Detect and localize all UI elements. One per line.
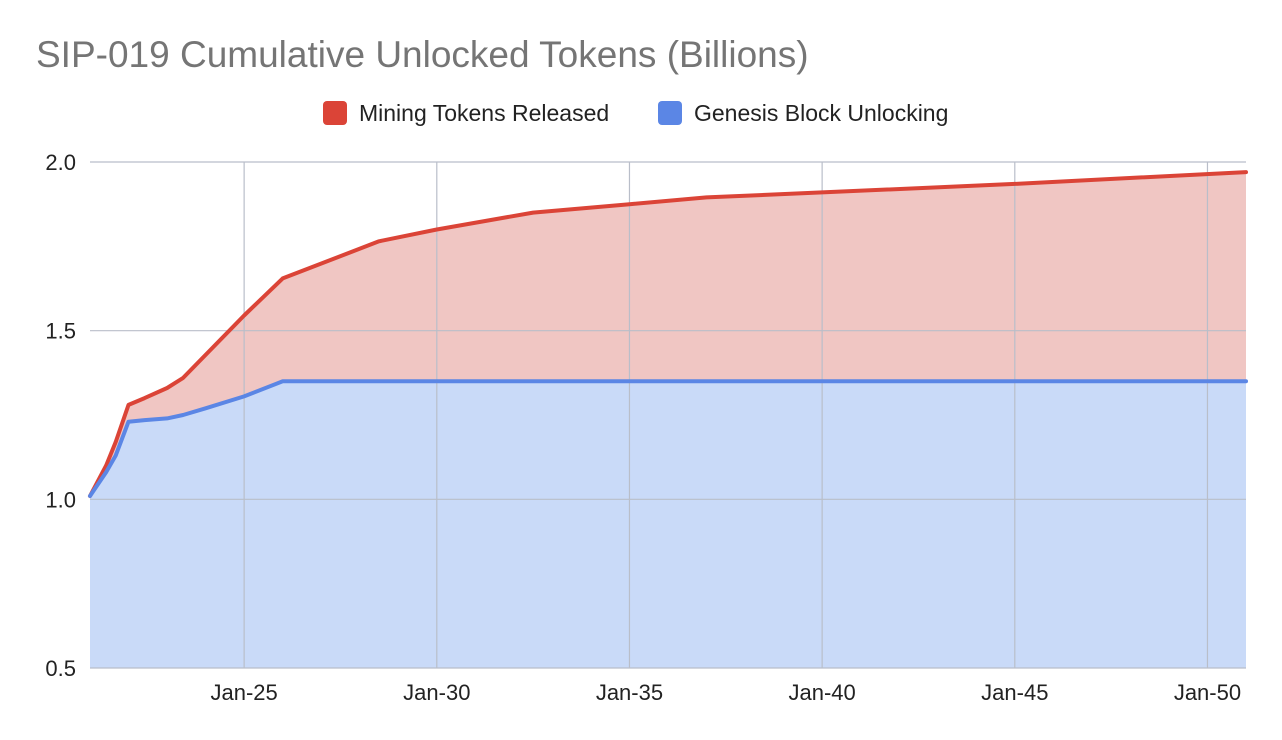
y-tick-label: 2.0 (45, 150, 76, 175)
y-tick-label: 1.0 (45, 487, 76, 512)
chart-title: SIP-019 Cumulative Unlocked Tokens (Bill… (36, 34, 809, 75)
x-tick-label: Jan-35 (596, 680, 663, 705)
x-tick-label: Jan-50 (1174, 680, 1241, 705)
x-tick-label: Jan-45 (981, 680, 1048, 705)
y-tick-label: 1.5 (45, 319, 76, 344)
legend-label-mining: Mining Tokens Released (359, 99, 610, 126)
legend: Mining Tokens Released Genesis Block Unl… (0, 97, 1282, 129)
y-tick-label: 0.5 (45, 656, 76, 681)
legend-item-genesis-block-unlocking[interactable]: Genesis Block Unlocking (658, 97, 948, 129)
x-tick-label: Jan-40 (788, 680, 855, 705)
area-mining-tokens-released (90, 172, 1246, 496)
line-mining-tokens-released (88, 170, 1248, 498)
legend-item-mining-tokens-released[interactable]: Mining Tokens Released (323, 97, 609, 129)
line-genesis-block-unlocking (88, 379, 1248, 498)
legend-swatch-genesis (658, 101, 682, 125)
legend-swatch-mining (323, 101, 347, 125)
x-tick-label: Jan-25 (210, 680, 277, 705)
area-genesis-block-unlocking (90, 381, 1246, 668)
legend-label-genesis: Genesis Block Unlocking (694, 99, 949, 126)
x-tick-label: Jan-30 (403, 680, 470, 705)
